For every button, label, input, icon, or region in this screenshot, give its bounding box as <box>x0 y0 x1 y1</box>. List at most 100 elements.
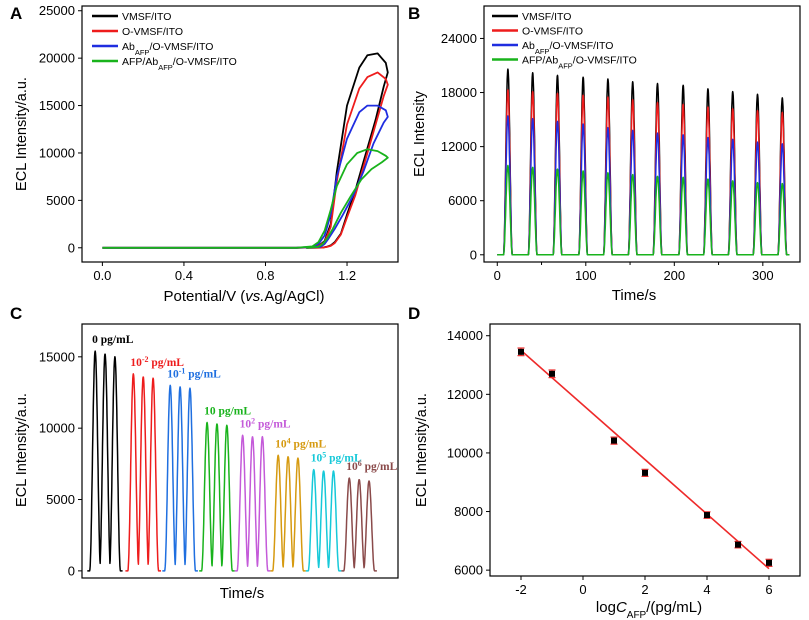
y-tick-label: 6000 <box>448 193 477 208</box>
y-tick-label: 5000 <box>46 193 75 208</box>
y-tick-label: 10000 <box>39 421 75 436</box>
concentration-label-text: 5 <box>322 450 326 459</box>
y-tick-label: 18000 <box>441 85 477 100</box>
panel-d-chart: 6000 8000 10000 12000 14000 ECL Intensity/a.u… <box>414 323 801 620</box>
legend-text: /O-VMSF/ITO <box>573 55 637 67</box>
concentration-label-text: pg/mL <box>291 438 327 450</box>
group-line-0 <box>86 350 124 572</box>
panel-c-chart: 0 5000 10000 15000 ECL Intensity/a.u. 0 pg/mL… <box>14 323 399 602</box>
legend-entry: AbAFP/O-VMSF/ITO <box>122 41 213 57</box>
legend-text: AFP <box>535 47 550 56</box>
data-point-3 <box>642 469 648 476</box>
series-line-1 <box>102 71 389 249</box>
x-axis-label-part: C <box>616 599 627 616</box>
panel-d-plot-area <box>489 323 801 577</box>
series-line-0 <box>496 68 790 256</box>
legend-text: /O-VMSF/ITO <box>173 56 237 68</box>
group-line-6 <box>305 468 342 572</box>
x-tick-label: 4 <box>703 582 710 597</box>
x-tick-label: -2 <box>515 582 527 597</box>
y-tick-label: 5000 <box>46 492 75 507</box>
legend-text: AFP <box>158 63 173 72</box>
x-tick-label: 300 <box>752 268 774 283</box>
x-tick-label: 1.2 <box>338 268 356 283</box>
legend-text: Ab <box>122 41 135 53</box>
x-tick-label: 0.8 <box>256 268 274 283</box>
y-tick-label: 25000 <box>39 3 75 18</box>
y-tick-label: 0 <box>68 240 75 255</box>
y-axis-label: ECL Intensity/a.u. <box>14 77 30 191</box>
legend-text: AFP/Ab <box>122 56 158 68</box>
panel-b-chart: 0 6000 12000 18000 24000 ECL Intensity 0 100 200… <box>412 5 801 304</box>
concentration-label-text: 0 pg/mL <box>92 334 134 346</box>
concentration-label-text: 10 <box>275 438 287 450</box>
legend-entry: VMSF/ITO <box>122 11 171 23</box>
concentration-label-text: -2 <box>142 354 149 363</box>
y-axis-label: ECL Intensity/a.u. <box>14 393 30 507</box>
concentration-label: 102 pg/mL <box>240 416 291 431</box>
legend-entry: AFP/AbAFP/O-VMSF/ITO <box>122 56 237 72</box>
group-line-2 <box>161 384 199 572</box>
series-line-2 <box>496 115 790 256</box>
concentration-label-text: pg/mL <box>185 368 221 380</box>
x-axis-label: Time/s <box>220 585 264 602</box>
legend-text: AFP <box>135 48 150 57</box>
x-tick-label: 200 <box>663 268 685 283</box>
panel-c-plot-area <box>81 323 399 579</box>
x-axis-label-part: /(pg/mL) <box>646 599 702 616</box>
legend-text: VMSF/ITO <box>122 11 171 23</box>
y-tick-label: 0 <box>68 563 75 578</box>
legend-entry: O-VMSF/ITO <box>522 26 583 38</box>
x-axis-label-part: Ag/AgCl) <box>264 288 324 305</box>
x-axis-label: Potential/V (vs.Ag/AgCl) <box>164 288 325 305</box>
concentration-label: 106 pg/mL <box>346 459 397 474</box>
y-tick-label: 6000 <box>454 563 483 578</box>
linear-fit-line <box>520 349 770 570</box>
panel-label: D <box>408 304 420 323</box>
x-tick-label: 0.0 <box>93 268 111 283</box>
legend-text: O-VMSF/ITO <box>522 26 583 38</box>
x-axis-label-part: vs. <box>245 288 264 305</box>
data-point-4 <box>704 512 710 519</box>
y-tick-label: 0 <box>470 247 477 262</box>
y-tick-label: 12000 <box>447 387 483 402</box>
panel-label: B <box>408 4 420 23</box>
y-axis-label: ECL Intensity/a.u. <box>414 393 430 507</box>
y-tick-label: 12000 <box>441 139 477 154</box>
legend-text: VMSF/ITO <box>522 11 571 23</box>
panel-b-plot-area <box>483 5 801 263</box>
series-line-3 <box>102 148 389 249</box>
x-axis-label-part: log <box>596 599 616 616</box>
concentration-label-text: 2 <box>251 416 255 425</box>
group-line-5 <box>269 454 307 572</box>
legend-text: AFP <box>558 61 573 70</box>
x-tick-label: 0 <box>494 268 501 283</box>
x-axis-label: logCAFP/(pg/mL) <box>596 599 702 620</box>
concentration-label-text: pg/mL <box>362 461 398 473</box>
series-line-3 <box>496 164 790 256</box>
y-tick-label: 8000 <box>454 504 483 519</box>
x-tick-label: 100 <box>575 268 597 283</box>
concentration-label-text: pg/mL <box>149 357 185 369</box>
legend-text: AFP/Ab <box>522 55 558 67</box>
concentration-label-text: 10 <box>311 453 323 465</box>
series-line-2 <box>102 104 389 249</box>
x-axis-label-part: AFP <box>627 610 647 620</box>
y-tick-label: 15000 <box>39 349 75 364</box>
panel-a-chart: 0 5000 10000 15000 20000 25000 ECL Intensity/a… <box>14 3 399 305</box>
concentration-label-text: 6 <box>358 459 362 468</box>
concentration-label: 10-1 pg/mL <box>167 366 221 381</box>
series-line-0 <box>102 52 389 249</box>
panel-a-plot-area <box>81 5 399 263</box>
data-point-6 <box>766 559 772 566</box>
group-line-3 <box>198 421 236 572</box>
concentration-label-text: 4 <box>287 436 291 445</box>
legend-text: /O-VMSF/ITO <box>149 41 213 53</box>
group-line-4 <box>234 434 271 572</box>
data-point-0 <box>518 348 524 355</box>
concentration-label-text: 10 <box>130 357 142 369</box>
y-axis-label: ECL Intensity <box>412 90 428 176</box>
concentration-label: 10 pg/mL <box>204 405 251 417</box>
concentration-label: 105 pg/mL <box>311 450 362 465</box>
concentration-label-text: pg/mL <box>326 453 362 465</box>
